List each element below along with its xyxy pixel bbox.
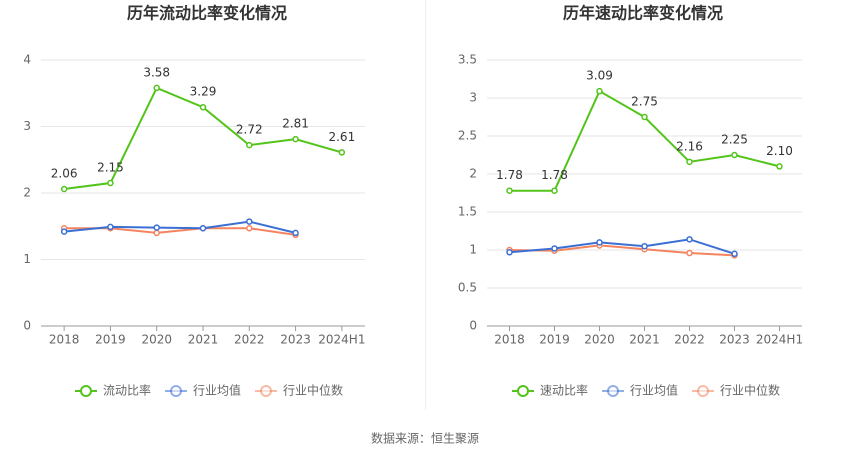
legend-label: 速动比率 — [540, 383, 588, 398]
point — [107, 223, 114, 231]
x-tick-label: 2022 — [234, 333, 265, 347]
point — [731, 151, 738, 159]
data-label: 2.81 — [282, 117, 309, 131]
point — [596, 239, 603, 246]
y-tick-label: 1 — [23, 252, 31, 266]
data-label: 2.75 — [631, 95, 658, 109]
legend-label: 行业均值 — [630, 383, 678, 398]
x-tick-label: 2024H1 — [756, 333, 803, 347]
point — [338, 149, 346, 156]
data-label: 2.61 — [328, 130, 355, 144]
point — [60, 185, 68, 193]
point — [776, 163, 783, 170]
y-tick-label: 3.5 — [458, 53, 477, 67]
x-tick-label: 2021 — [629, 333, 660, 347]
data-label: 2.06 — [51, 167, 78, 181]
point — [153, 229, 160, 237]
legend-marker — [697, 385, 709, 397]
x-tick-label: 2024H1 — [318, 333, 365, 347]
y-tick-label: 2.5 — [458, 129, 477, 143]
legend-marker — [80, 385, 92, 397]
y-tick-label: 1.5 — [458, 205, 477, 219]
legend-marker — [260, 385, 272, 397]
point — [246, 218, 253, 225]
y-tick-label: 0 — [23, 319, 31, 333]
point — [199, 224, 207, 232]
legend-label: 行业均值 — [193, 383, 241, 398]
data-label: 3.29 — [190, 85, 217, 99]
x-tick-label: 2020 — [141, 333, 172, 347]
series-line — [64, 220, 296, 234]
y-tick-label: 2 — [23, 186, 31, 200]
legend-label: 行业中位数 — [283, 383, 343, 398]
legend-marker — [517, 385, 529, 397]
data-label: 2.25 — [721, 133, 748, 147]
y-tick-label: 0 — [469, 319, 477, 333]
data-label: 2.16 — [676, 139, 703, 153]
data-label: 1.78 — [496, 168, 523, 182]
y-tick-label: 1 — [469, 243, 477, 257]
chart-title: 历年流动比率变化情况 — [127, 4, 287, 23]
data-label: 2.15 — [97, 161, 124, 175]
point — [686, 158, 693, 166]
legend-label: 流动比率 — [103, 383, 151, 398]
data-label: 3.09 — [586, 69, 613, 83]
x-tick-label: 2019 — [539, 333, 570, 347]
point — [641, 113, 648, 121]
point — [246, 141, 253, 149]
y-tick-label: 3 — [469, 91, 477, 105]
y-tick-label: 0.5 — [458, 281, 477, 295]
chart-title: 历年速动比率变化情况 — [563, 4, 723, 23]
point — [292, 135, 299, 143]
x-tick-label: 2023 — [719, 333, 750, 347]
source-note: 数据来源：恒生聚源 — [371, 431, 479, 446]
point — [153, 84, 160, 92]
point — [686, 249, 693, 257]
y-tick-label: 2 — [469, 167, 477, 181]
x-tick-label: 2022 — [674, 333, 705, 347]
x-tick-label: 2021 — [188, 333, 219, 347]
point — [60, 228, 68, 235]
point — [506, 187, 513, 194]
x-tick-label: 2019 — [95, 333, 126, 347]
legend-marker — [170, 385, 182, 397]
legend-marker — [607, 385, 619, 397]
point — [153, 224, 160, 231]
point — [506, 249, 513, 256]
point — [641, 242, 648, 250]
point — [107, 179, 114, 187]
legend-label: 行业中位数 — [720, 383, 780, 398]
series-line — [509, 244, 735, 257]
y-tick-label: 4 — [23, 53, 31, 67]
point — [199, 103, 207, 111]
data-label: 2.72 — [236, 123, 263, 137]
data-label: 3.58 — [143, 65, 170, 79]
series-line — [64, 227, 296, 236]
data-label: 2.10 — [766, 144, 793, 158]
point — [731, 250, 738, 258]
point — [596, 87, 603, 95]
point — [292, 229, 299, 237]
x-tick-label: 2023 — [280, 333, 311, 347]
y-tick-label: 3 — [23, 119, 31, 133]
point — [551, 245, 558, 252]
series-line — [509, 238, 735, 255]
point — [246, 224, 253, 232]
x-tick-label: 2018 — [49, 333, 80, 347]
x-tick-label: 2018 — [494, 333, 525, 347]
point — [686, 236, 693, 243]
point — [551, 187, 558, 194]
x-tick-label: 2020 — [584, 333, 615, 347]
data-label: 1.78 — [541, 168, 568, 182]
